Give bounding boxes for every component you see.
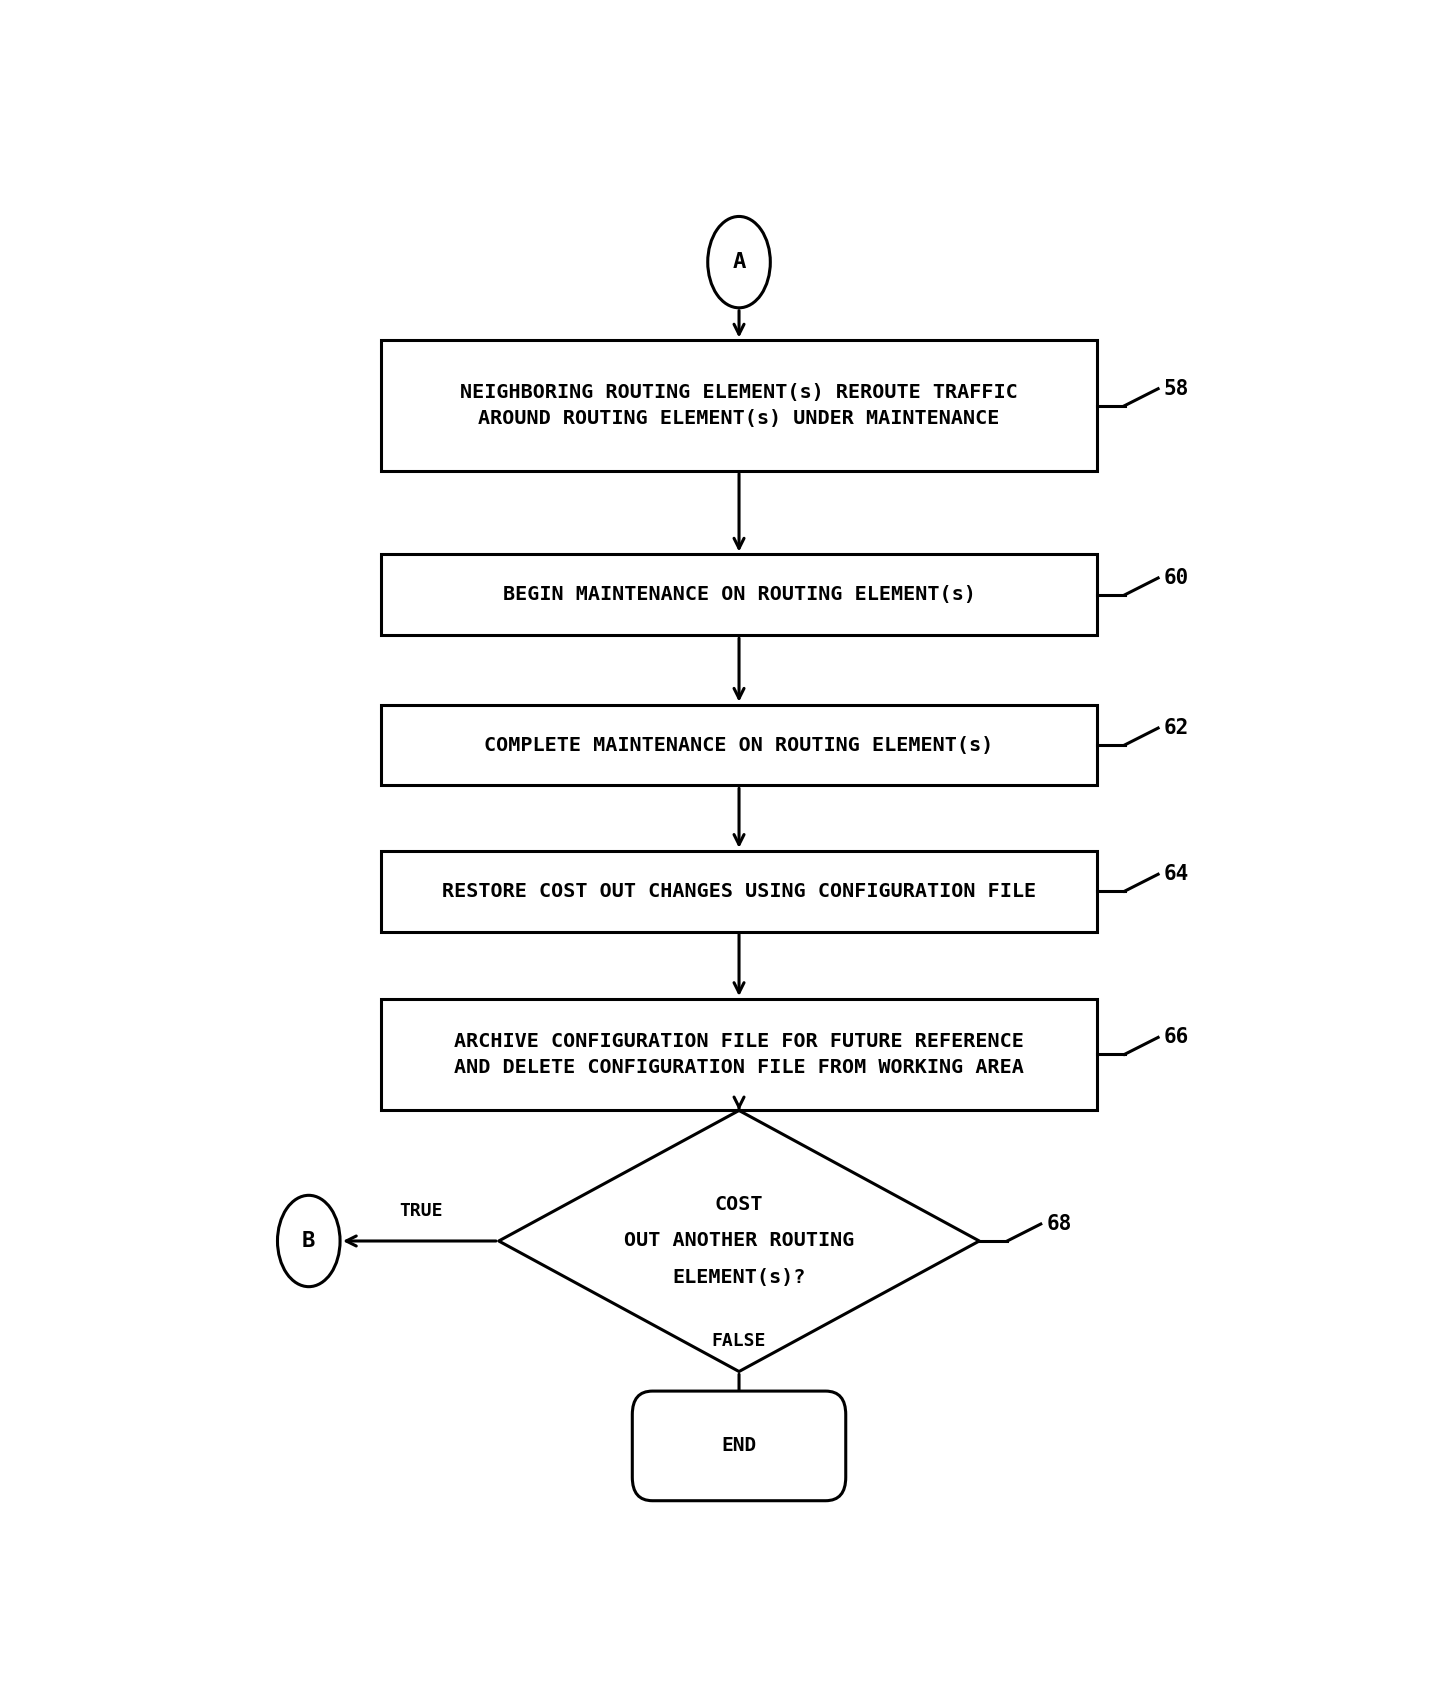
Text: ARCHIVE CONFIGURATION FILE FOR FUTURE REFERENCE
AND DELETE CONFIGURATION FILE FR: ARCHIVE CONFIGURATION FILE FOR FUTURE RE… — [454, 1032, 1024, 1076]
Text: 62: 62 — [1164, 719, 1190, 737]
Text: FALSE: FALSE — [712, 1332, 766, 1351]
Text: B: B — [301, 1231, 316, 1251]
FancyBboxPatch shape — [381, 341, 1097, 471]
FancyBboxPatch shape — [381, 851, 1097, 932]
FancyBboxPatch shape — [381, 554, 1097, 636]
Text: OUT ANOTHER ROUTING: OUT ANOTHER ROUTING — [624, 1232, 854, 1251]
Text: ELEMENT(s)?: ELEMENT(s)? — [672, 1268, 806, 1287]
Text: 68: 68 — [1047, 1214, 1071, 1234]
FancyBboxPatch shape — [381, 998, 1097, 1110]
Text: RESTORE COST OUT CHANGES USING CONFIGURATION FILE: RESTORE COST OUT CHANGES USING CONFIGURA… — [441, 881, 1037, 900]
Text: BEGIN MAINTENANCE ON ROUTING ELEMENT(s): BEGIN MAINTENANCE ON ROUTING ELEMENT(s) — [503, 585, 975, 605]
Text: 58: 58 — [1164, 378, 1190, 398]
Text: END: END — [721, 1436, 757, 1456]
Text: NEIGHBORING ROUTING ELEMENT(s) REROUTE TRAFFIC
AROUND ROUTING ELEMENT(s) UNDER M: NEIGHBORING ROUTING ELEMENT(s) REROUTE T… — [460, 383, 1018, 429]
Text: A: A — [733, 253, 746, 273]
Text: 60: 60 — [1164, 568, 1190, 588]
FancyBboxPatch shape — [381, 705, 1097, 785]
Text: COST: COST — [715, 1195, 763, 1214]
Text: 64: 64 — [1164, 864, 1190, 885]
Text: TRUE: TRUE — [399, 1202, 443, 1220]
Text: COMPLETE MAINTENANCE ON ROUTING ELEMENT(s): COMPLETE MAINTENANCE ON ROUTING ELEMENT(… — [485, 736, 994, 754]
Text: 66: 66 — [1164, 1027, 1190, 1048]
Polygon shape — [499, 1110, 979, 1371]
FancyBboxPatch shape — [632, 1392, 846, 1500]
